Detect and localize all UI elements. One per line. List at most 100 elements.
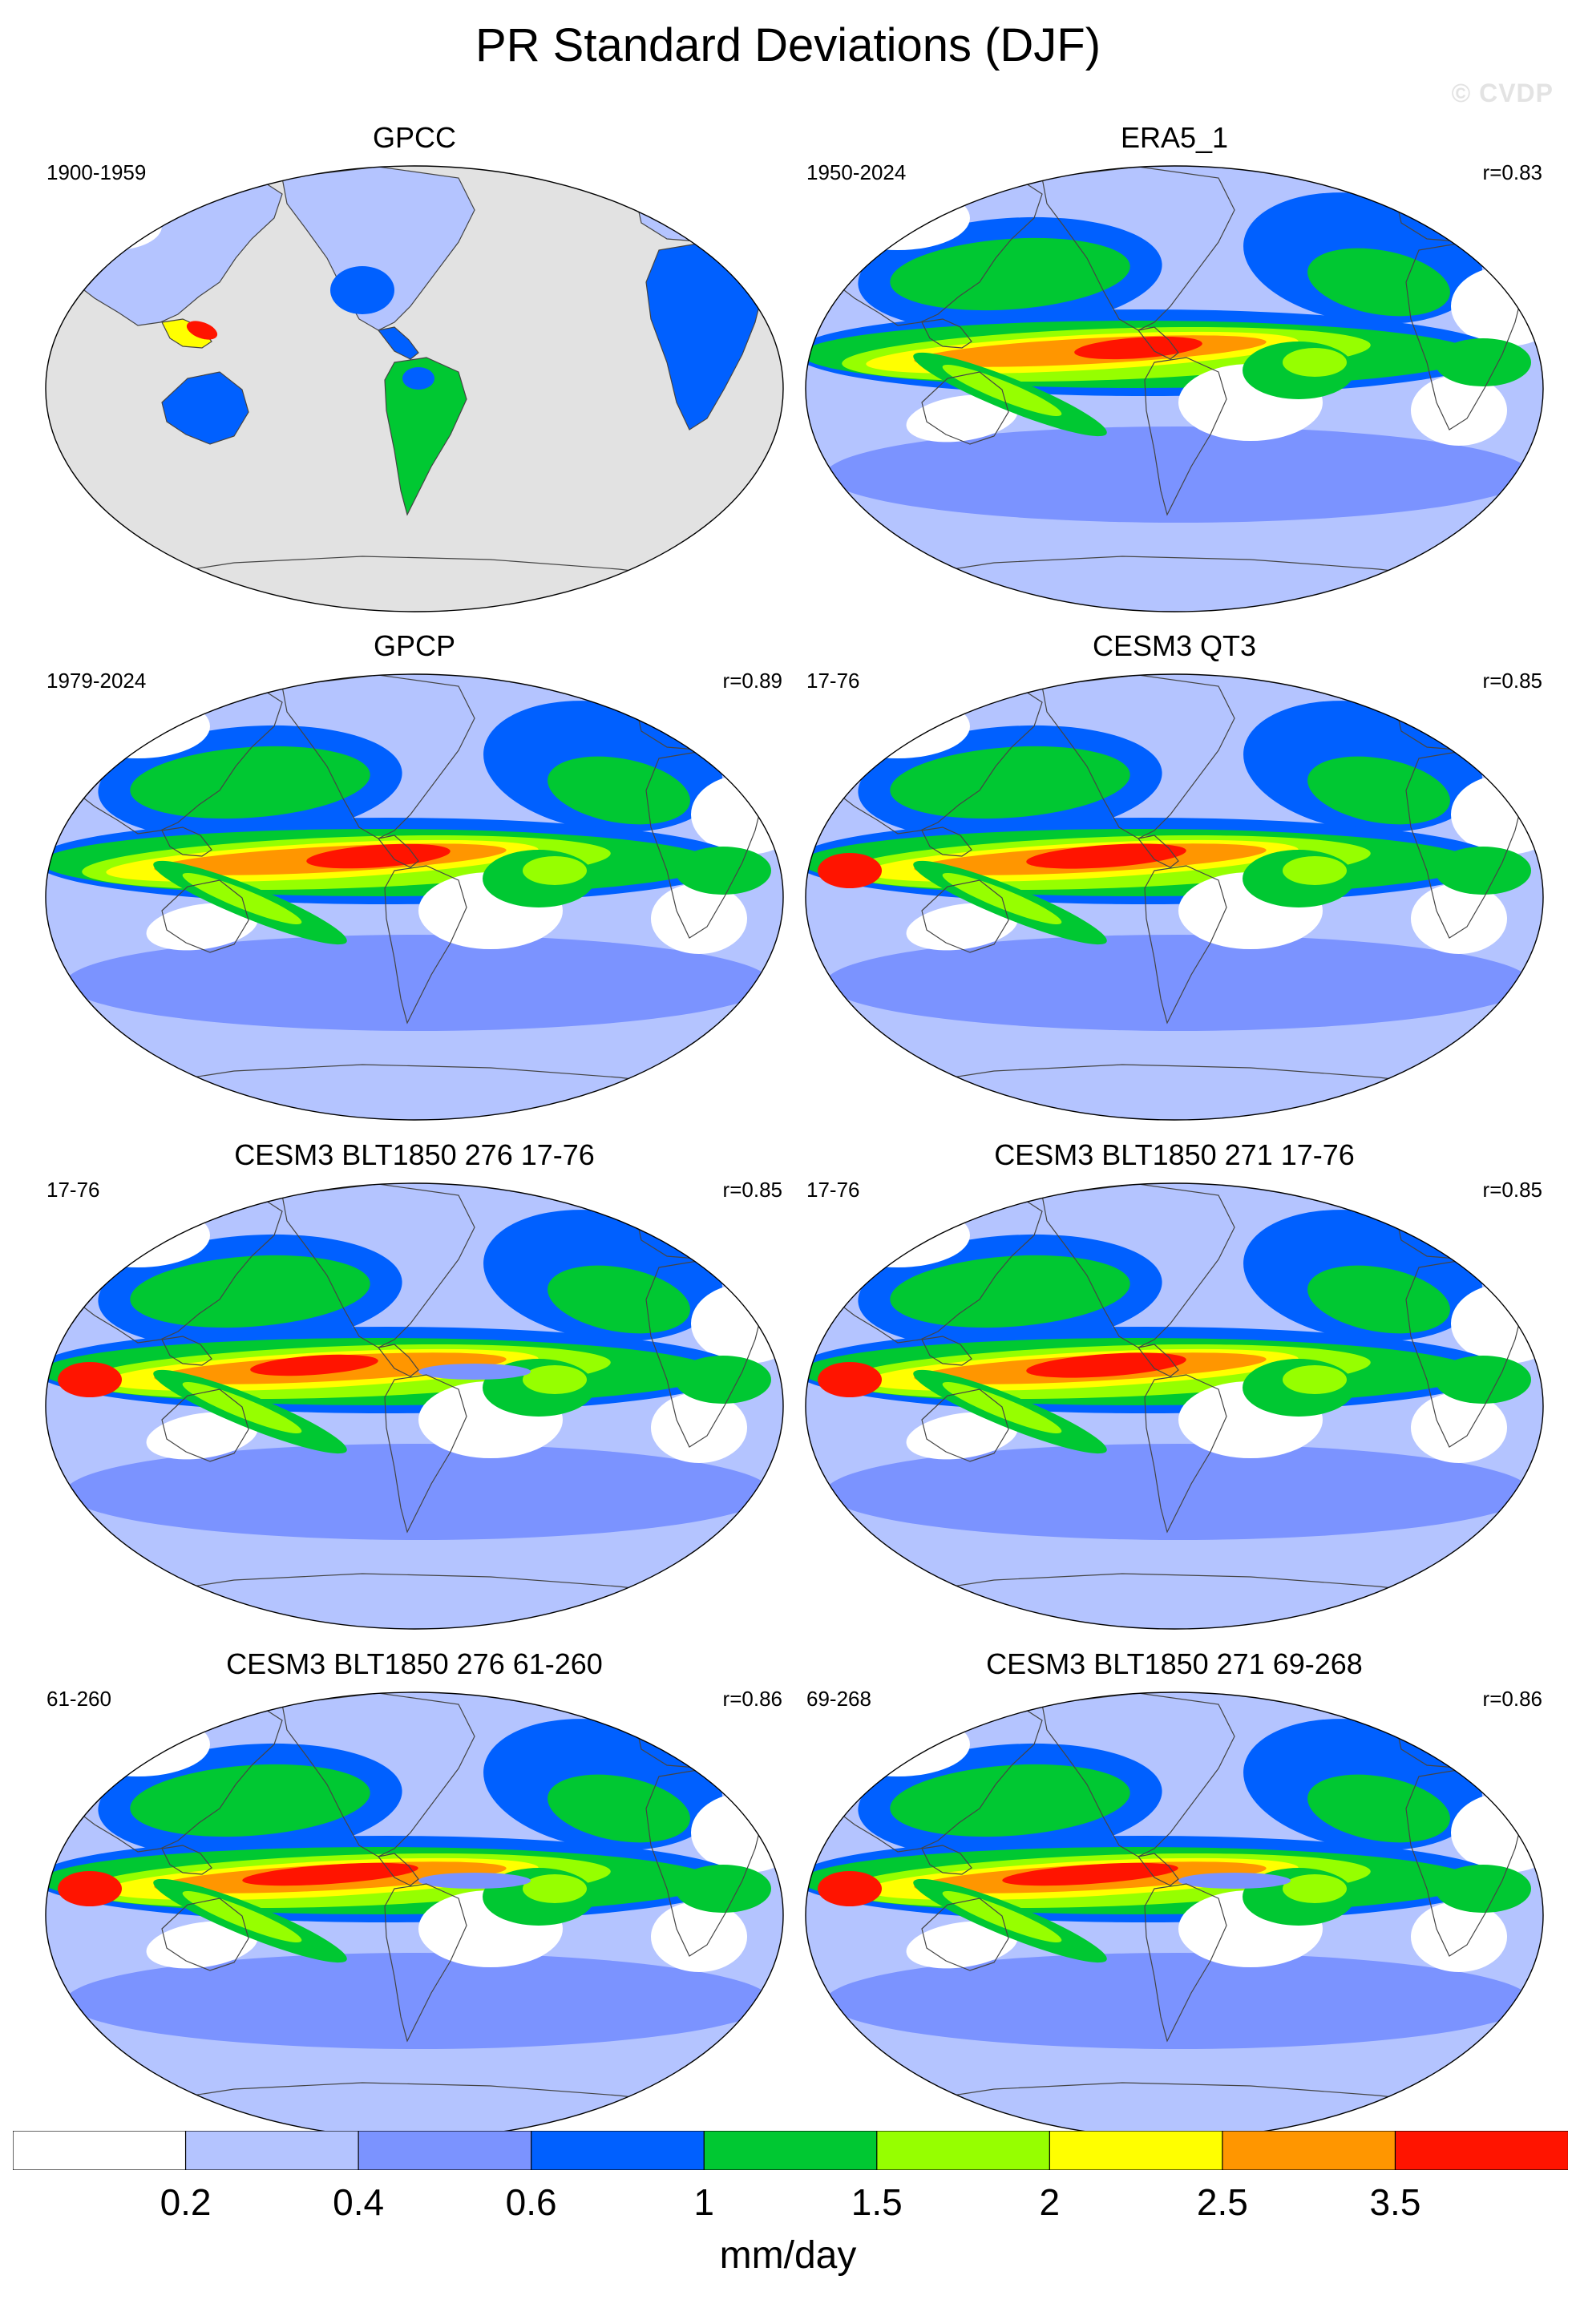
continent-outline-centralAmerica: [377, 1344, 419, 1377]
dry-region: [906, 394, 1018, 443]
continent-outline-northAmerica: [1041, 1692, 1235, 1857]
colorbar-swatch: [1049, 2131, 1223, 2170]
dry-region: [146, 1921, 258, 1969]
dry-region: [66, 1712, 210, 1776]
colorbar-units: mm/day: [719, 2234, 857, 2277]
map-panel: ERA5_1 1950-2024 r=0.83: [802, 120, 1547, 617]
dry-region: [826, 1712, 970, 1776]
continent-outline-centralAmerica: [1137, 1344, 1179, 1377]
precip-contour: [675, 847, 771, 895]
dry-region: [66, 202, 162, 250]
panel-years: 17-76: [806, 669, 860, 693]
panel-title: GPCP: [373, 629, 456, 662]
map-panel: CESM3 QT3 17-76 r=0.85: [802, 628, 1547, 1126]
precip-contour: [890, 1764, 1130, 1837]
precip-contour: [130, 1255, 370, 1328]
enso-precip-maximum: [1002, 1862, 1178, 1886]
continent-outline-australia: [921, 879, 1009, 953]
map-panel: CESM3 BLT1850 271 17-76 17-76 r=0.85: [802, 1138, 1547, 1635]
continent-outline-australia: [161, 879, 249, 953]
dry-region: [826, 186, 970, 250]
panel-title: CESM3 BLT1850 276 61-260: [226, 1647, 603, 1680]
continent-outline-southeastAsia: [921, 827, 972, 857]
robinson-map: [805, 673, 1544, 1121]
continent-outline-southAmerica: [1144, 1374, 1227, 1534]
precip-contour: [1435, 847, 1531, 895]
map-panel: CESM3 BLT1850 271 69-268 69-268 r=0.86: [802, 1647, 1547, 2144]
panel-years: 17-76: [806, 1178, 860, 1202]
robinson-map: [45, 1691, 784, 2139]
map-panel: CESM3 BLT1850 276 61-260 61-260 r=0.86: [42, 1647, 787, 2144]
precip-contour: [66, 1953, 771, 2049]
precip-contour: [1283, 1365, 1347, 1394]
precip-contour: [330, 266, 394, 314]
colorbar-swatch: [1222, 2131, 1396, 2170]
pattern-correlation: r=0.86: [1482, 1687, 1542, 1711]
continent-outline-southAmerica: [1144, 1883, 1227, 2043]
continent-outline-northAmerica: [281, 1692, 475, 1857]
dry-region: [651, 1902, 747, 1972]
panel-years: 1979-2024: [46, 669, 147, 693]
dry-region: [906, 903, 1018, 951]
pattern-correlation: r=0.85: [1482, 1178, 1542, 1202]
precip-contour: [523, 856, 587, 885]
robinson-map: [805, 1691, 1544, 2139]
map-panel: CESM3 BLT1850 276 17-76 17-76 r=0.85: [42, 1138, 787, 1635]
cvdp-watermark: © CVDP: [1451, 79, 1554, 107]
continent-outline-northAmerica: [281, 1183, 475, 1348]
continent-outline-southAmerica: [384, 1374, 467, 1534]
panel-title: ERA5_1: [1120, 121, 1229, 154]
precip-contour: [1435, 1865, 1531, 1913]
dry-region: [651, 1392, 747, 1463]
precip-contour: [66, 935, 771, 1031]
map-border: [45, 673, 784, 1121]
colorbar-tick-label: 3.5: [1369, 2181, 1421, 2223]
continent-outline-centralAmerica: [1137, 835, 1179, 868]
robinson-map: [45, 1182, 784, 1630]
panel-title: CESM3 QT3: [1092, 629, 1257, 662]
colorbar-tick-label: 0.2: [160, 2181, 212, 2223]
colorbar-tick-label: 0.4: [333, 2181, 385, 2223]
land-southeast-asia: [161, 318, 212, 349]
dry-region: [826, 694, 970, 758]
dry-region: [826, 1203, 970, 1267]
pattern-correlation: r=0.86: [722, 1687, 782, 1711]
colorbar-tick-label: 1.5: [851, 2181, 903, 2223]
dry-region: [1411, 883, 1507, 954]
enso-precip-maximum: [1026, 1352, 1186, 1378]
robinson-map: [45, 165, 784, 612]
enso-precip-maximum: [242, 1862, 418, 1886]
precip-contour: [548, 1265, 690, 1334]
panel-title: CESM3 BLT1850 271 17-76: [994, 1138, 1355, 1171]
precip-contour: [1307, 756, 1450, 825]
continent-outline-southeastAsia: [921, 1336, 972, 1366]
continent-outline-australia: [161, 1388, 249, 1462]
continent-outline-southAmerica: [384, 1883, 467, 2043]
continent-outline-southeastAsia: [921, 1845, 972, 1875]
indian-ocean-maximum: [58, 1362, 122, 1397]
colorbar-swatch: [531, 2131, 705, 2170]
precip-contour: [1307, 248, 1450, 317]
map-panel: GPCP 1979-2024 r=0.89: [42, 628, 787, 1126]
precip-contour: [548, 756, 690, 825]
continent-outline-southeastAsia: [161, 1845, 212, 1875]
map-border: [805, 673, 1544, 1121]
enso-precip-maximum: [306, 843, 451, 869]
pattern-correlation: r=0.89: [722, 669, 782, 693]
precip-contour: [890, 237, 1130, 311]
colorbar-tick-label: 2.5: [1196, 2181, 1248, 2223]
dry-region: [906, 1921, 1018, 1969]
precip-contour: [1435, 338, 1531, 386]
pattern-correlation: r=0.85: [722, 1178, 782, 1202]
indian-ocean-maximum: [58, 1871, 122, 1906]
continent-outline-southeastAsia: [921, 318, 972, 349]
colorbar-swatch: [703, 2131, 878, 2170]
precip-contour: [826, 1953, 1531, 2049]
colorbar-tick-label: 1: [693, 2181, 715, 2223]
precip-contour: [1283, 1874, 1347, 1903]
map-border: [45, 165, 784, 612]
continent-outline-northAmerica: [1041, 1183, 1235, 1348]
precip-contour: [890, 1255, 1130, 1328]
continent-outline-centralAmerica: [377, 1853, 419, 1886]
robinson-map: [805, 165, 1544, 612]
